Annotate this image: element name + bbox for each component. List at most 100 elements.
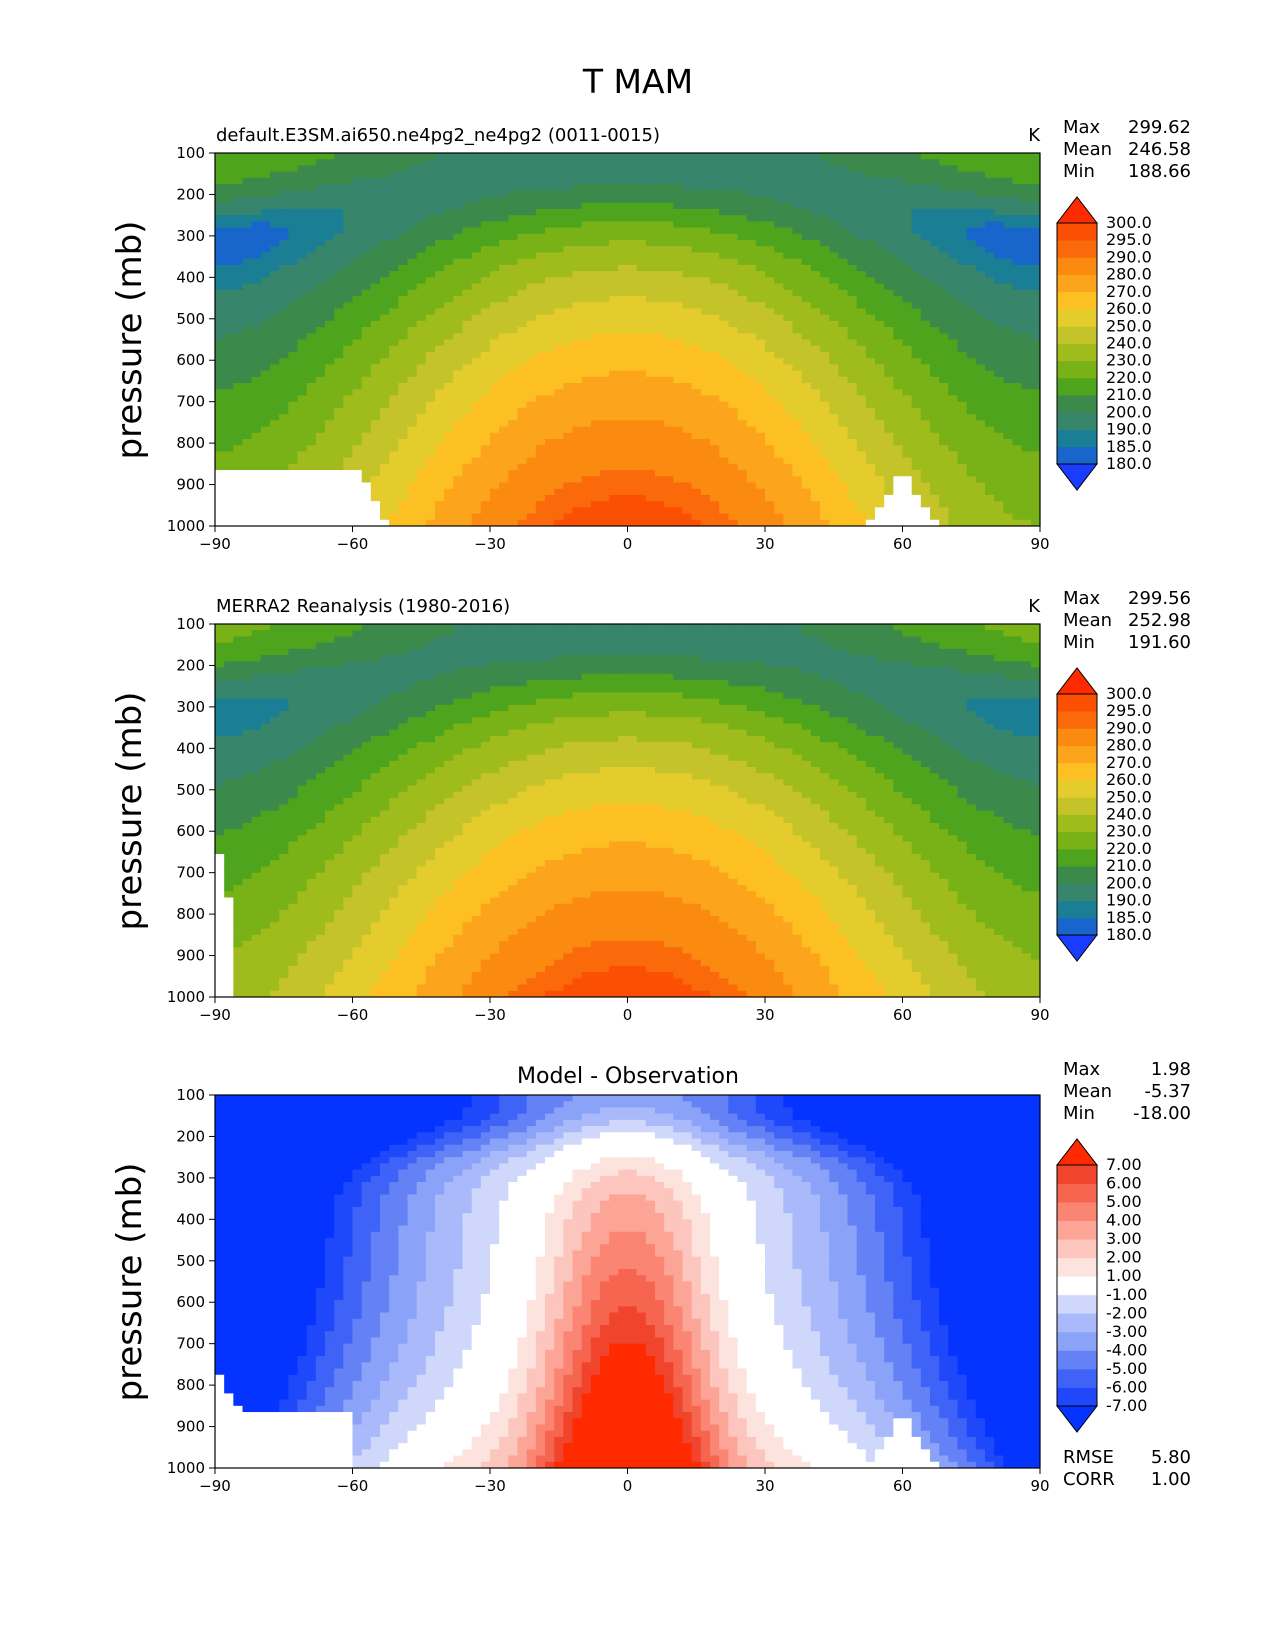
contour-cell (224, 401, 234, 409)
contour-cell (893, 283, 904, 291)
contour-cell (655, 488, 665, 496)
contour-cell (774, 184, 784, 191)
contour-cell (847, 258, 858, 266)
contour-cell (563, 302, 574, 310)
contour-cell (563, 401, 574, 409)
contour-cell (361, 395, 372, 403)
contour-cell (462, 488, 473, 496)
contour-cell (783, 457, 794, 465)
contour-cell (765, 401, 775, 409)
contour-cell (865, 414, 876, 421)
contour-cell (774, 221, 784, 229)
contour-cell (682, 295, 693, 303)
contour-cell (407, 153, 418, 160)
contour-cell (838, 383, 849, 390)
contour-cell (508, 451, 519, 459)
contour-cell (875, 196, 885, 204)
contour-cell (930, 277, 940, 285)
contour-cell (581, 314, 592, 322)
contour-cell (655, 208, 665, 216)
contour-cell (829, 184, 839, 191)
contour-cell (425, 339, 436, 347)
contour-cell (490, 165, 500, 173)
contour-cell (306, 258, 317, 266)
contour-cell (462, 401, 473, 409)
contour-cell (755, 320, 766, 328)
contour-cell (829, 289, 839, 297)
contour-cell (581, 221, 592, 229)
contour-cell (380, 438, 390, 446)
contour-cell (288, 215, 299, 222)
contour-cell (581, 153, 592, 160)
contour-cell (902, 407, 913, 415)
contour-cell (288, 370, 299, 378)
contour-cell (609, 494, 619, 502)
contour-cell (682, 364, 693, 372)
contour-cell (948, 314, 959, 322)
contour-cell (893, 333, 904, 341)
contour-cell (801, 227, 812, 235)
contour-cell (710, 407, 720, 415)
contour-cell (774, 376, 784, 384)
contour-cell (609, 277, 619, 285)
contour-cell (737, 227, 748, 235)
contour-cell (288, 407, 299, 415)
contour-cell (581, 351, 592, 359)
contour-cell (499, 177, 509, 185)
contour-cell (755, 470, 766, 477)
contour-cell (664, 159, 674, 167)
contour-cell (957, 339, 968, 347)
contour-cell (783, 327, 794, 334)
contour-cell (334, 277, 344, 285)
contour-cell (911, 153, 922, 160)
contour-cell (398, 470, 409, 477)
contour-cell (370, 196, 381, 204)
contour-cell (966, 327, 977, 334)
contour-cell (215, 271, 225, 278)
contour-cell (508, 190, 519, 198)
contour-cell (838, 401, 849, 409)
contour-cell (700, 221, 711, 229)
contour-cell (572, 494, 583, 502)
contour-cell (526, 426, 537, 434)
contour-cell (242, 233, 253, 241)
contour-cell (609, 171, 619, 179)
contour-cell (820, 364, 830, 372)
contour-cell (765, 432, 775, 440)
contour-cell (416, 320, 427, 328)
contour-cell (233, 258, 244, 266)
contour-cell (581, 383, 592, 390)
contour-cell (297, 476, 308, 484)
contour-cell (856, 345, 867, 353)
contour-cell (453, 395, 464, 403)
contour-cell (435, 426, 445, 434)
contour-cell (425, 302, 436, 310)
contour-cell (361, 407, 372, 415)
contour-cell (691, 308, 702, 316)
contour-cell (545, 395, 555, 403)
contour-cell (810, 482, 821, 490)
contour-cell (994, 320, 1004, 328)
contour-cell (691, 196, 702, 204)
contour-cell (966, 320, 977, 328)
contour-cell (856, 476, 867, 484)
contour-cell (490, 302, 500, 310)
contour-cell (966, 438, 977, 446)
contour-cell (636, 482, 647, 490)
contour-cell (792, 364, 803, 372)
contour-cell (810, 190, 821, 198)
contour-cell (270, 177, 280, 185)
contour-cell (334, 240, 344, 247)
contour-cell (370, 227, 381, 235)
contour-cell (462, 196, 473, 204)
contour-cell (590, 494, 601, 502)
contour-cell (939, 457, 949, 465)
contour-cell (233, 215, 244, 222)
contour-cell (774, 314, 784, 322)
contour-cell (765, 345, 775, 353)
contour-cell (224, 190, 234, 198)
contour-cell (682, 221, 693, 229)
contour-cell (774, 289, 784, 297)
contour-cell (985, 246, 995, 254)
contour-cell (856, 264, 867, 272)
